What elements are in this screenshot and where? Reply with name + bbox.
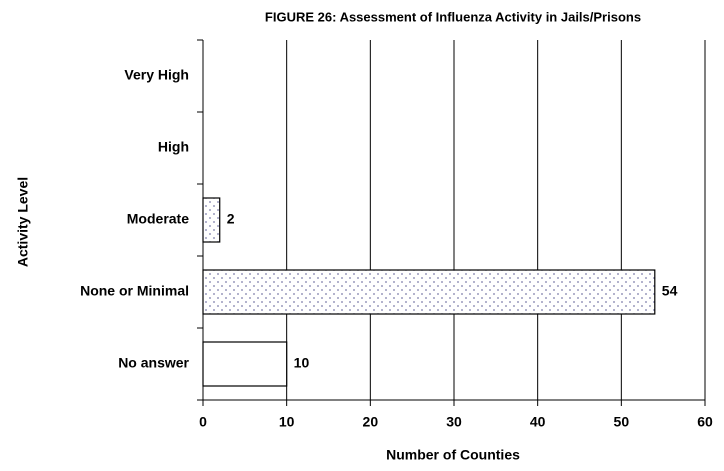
bar <box>202 269 656 315</box>
x-tick-label: 20 <box>363 414 379 430</box>
x-axis-title: Number of Counties <box>386 447 520 463</box>
x-tick-label: 0 <box>199 414 207 430</box>
x-tick-label: 10 <box>279 414 295 430</box>
chart-title: FIGURE 26: Assessment of Influenza Activ… <box>265 9 641 24</box>
bar <box>202 197 221 243</box>
y-tick-label: High <box>158 139 189 155</box>
x-tick-label: 40 <box>530 414 546 430</box>
data-label: 54 <box>662 283 678 299</box>
y-tick-label: Very High <box>124 67 189 83</box>
data-label: 2 <box>227 211 235 227</box>
y-tick-label: Moderate <box>127 211 189 227</box>
data-label: 10 <box>294 355 310 371</box>
bar <box>202 341 288 387</box>
y-tick-label: None or Minimal <box>80 283 189 299</box>
x-tick-label: 60 <box>697 414 713 430</box>
y-tick-label: No answer <box>118 355 189 371</box>
y-axis-title: Activity Level <box>15 177 31 267</box>
x-tick-label: 50 <box>614 414 630 430</box>
x-tick-label: 30 <box>446 414 462 430</box>
